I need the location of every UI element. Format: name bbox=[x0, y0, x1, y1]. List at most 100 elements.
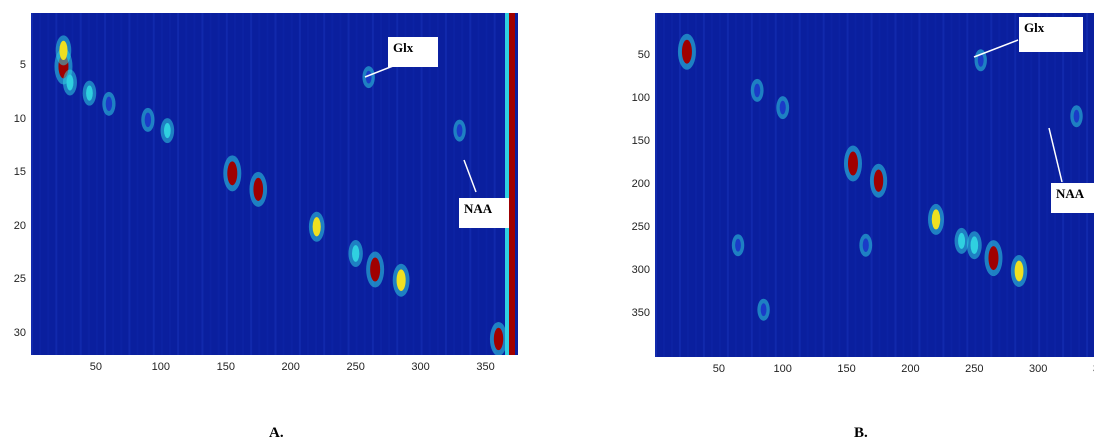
heatmap-a-texture-stripe bbox=[339, 13, 342, 355]
axis-a-x-tick-label: 350 bbox=[476, 361, 495, 373]
panel-a: 50 100 150 200 250 300 350 5 10 15 20 25 30 Glx NAA … bbox=[0, 0, 540, 447]
heatmap-b-texture-stripe bbox=[710, 13, 713, 357]
glx-label-a: Glx bbox=[388, 37, 438, 67]
axis-b-x-tick-label: 250 bbox=[965, 363, 984, 375]
heatmap-a-hotspot bbox=[59, 40, 68, 61]
axis-b-y-tick-label: 100 bbox=[631, 92, 650, 104]
heatmap-a-texture-stripe bbox=[404, 13, 407, 355]
heatmap-a-hotspot bbox=[365, 70, 372, 84]
heatmap-a-hotspot bbox=[105, 96, 113, 112]
heatmap-b-texture-stripe bbox=[694, 13, 697, 357]
axis-a-y-tick-label: 25 bbox=[13, 273, 26, 286]
heatmap-a-edge-glow bbox=[505, 13, 509, 355]
heatmap-a-hotspot bbox=[144, 112, 152, 128]
heatmap-b-texture-stripe bbox=[838, 13, 841, 357]
heatmap-a-texture-stripe bbox=[128, 13, 131, 355]
heatmap-a-texture-stripe bbox=[31, 13, 33, 355]
heatmap-b-texture-stripe bbox=[1046, 13, 1049, 357]
heatmap-b-hotspot bbox=[862, 238, 869, 252]
heatmap-b-hotspot bbox=[735, 238, 741, 252]
heatmap-b-hotspot bbox=[958, 232, 966, 249]
heatmap-a-hotspot bbox=[396, 269, 406, 291]
heatmap-a-texture-stripe bbox=[47, 13, 50, 355]
heatmap-b-texture-stripe bbox=[966, 13, 969, 357]
heatmap-b-texture-stripe bbox=[742, 13, 745, 357]
axis-b-x-tick-label: 200 bbox=[901, 363, 920, 375]
heatmap-a-texture-stripe bbox=[501, 13, 504, 355]
heatmap-b-texture-stripe bbox=[990, 13, 993, 357]
axis-b-y-tick-label: 250 bbox=[631, 221, 650, 233]
heatmap-b-hotspot bbox=[988, 246, 999, 271]
heatmap-b-texture-stripe bbox=[926, 13, 929, 357]
heatmap-b-texture-stripe bbox=[1038, 13, 1041, 357]
heatmap-a-hotspot bbox=[86, 85, 93, 101]
axis-b-x-tick-label: 150 bbox=[837, 363, 856, 375]
heatmap-b-texture-stripe bbox=[950, 13, 953, 357]
heatmap-a-canvas bbox=[31, 13, 515, 355]
heatmap-a-hotspot bbox=[456, 124, 463, 137]
heatmap-a-texture-stripe bbox=[290, 13, 293, 355]
heatmap-a-texture-stripe bbox=[469, 13, 472, 355]
heatmap-a-texture-stripe bbox=[95, 13, 98, 355]
heatmap-b-texture-stripe bbox=[902, 13, 905, 357]
axis-a-x-tick-label: 50 bbox=[89, 361, 103, 373]
heatmap-a-texture-stripe bbox=[79, 13, 82, 355]
heatmap-a-texture-stripe bbox=[428, 13, 431, 355]
heatmap-a-texture-stripe bbox=[331, 13, 334, 355]
heatmap-b-texture-stripe bbox=[734, 13, 737, 357]
heatmap-b-hotspot bbox=[847, 151, 858, 176]
heatmap-b-texture-stripe bbox=[670, 13, 673, 357]
heatmap-a-texture-stripe bbox=[152, 13, 155, 355]
heatmap-b-texture-stripe bbox=[934, 13, 937, 357]
heatmap-b-texture-stripe bbox=[678, 13, 681, 357]
panel-label-a: A. bbox=[269, 425, 284, 441]
heatmap-a-texture-stripe bbox=[477, 13, 480, 355]
heatmap-b-texture-stripe bbox=[774, 13, 777, 357]
heatmap-a-texture-stripe bbox=[380, 13, 383, 355]
heatmap-a-texture-stripe bbox=[71, 13, 74, 355]
heatmap-b-texture-stripe bbox=[806, 13, 809, 357]
axis-a-x-tick-label: 300 bbox=[411, 361, 430, 373]
heatmap-b-texture-stripe bbox=[702, 13, 705, 357]
axis-b-y-tick-label: 300 bbox=[631, 264, 650, 276]
heatmap-b-texture-stripe bbox=[862, 13, 865, 357]
heatmap-a-texture-stripe bbox=[39, 13, 42, 355]
heatmap-b-hotspot bbox=[977, 53, 984, 67]
naa-label-a: NAA bbox=[459, 198, 509, 228]
heatmap-a-texture-stripe bbox=[112, 13, 115, 355]
heatmap-a-texture-stripe bbox=[388, 13, 391, 355]
heatmap-a-texture-stripe bbox=[298, 13, 301, 355]
heatmap-a-texture-stripe bbox=[282, 13, 285, 355]
heatmap-b-texture-stripe bbox=[846, 13, 849, 357]
heatmap-b-texture-stripe bbox=[822, 13, 825, 357]
heatmap-a-texture-stripe bbox=[323, 13, 326, 355]
heatmap-b-texture-stripe bbox=[790, 13, 793, 357]
heatmap-a-texture-stripe bbox=[396, 13, 399, 355]
axis-a-x-tick-label: 150 bbox=[216, 361, 235, 373]
heatmap-a-texture-stripe bbox=[315, 13, 318, 355]
heatmap-a-texture-stripe bbox=[168, 13, 171, 355]
heatmap-a-texture-stripe bbox=[209, 13, 212, 355]
heatmap-b-texture-stripe bbox=[1022, 13, 1025, 357]
heatmap-a-texture-stripe bbox=[185, 13, 188, 355]
axis-b-y-tick-label: 350 bbox=[631, 307, 650, 319]
axis-a-x-tick-label: 250 bbox=[346, 361, 365, 373]
naa-label-b: NAA bbox=[1051, 183, 1094, 213]
heatmap-b-texture-stripe bbox=[750, 13, 753, 357]
heatmap-a-texture-stripe bbox=[436, 13, 439, 355]
heatmap-b-texture-stripe bbox=[758, 13, 761, 357]
heatmap-b-texture-stripe bbox=[1030, 13, 1033, 357]
heatmap-b-texture-stripe bbox=[830, 13, 833, 357]
heatmap-a-texture-stripe bbox=[355, 13, 358, 355]
heatmap-a-hotspot bbox=[253, 177, 264, 201]
heatmap-a-hotspot bbox=[66, 74, 74, 91]
axis-b-y-tick-label: 50 bbox=[637, 49, 650, 61]
axis-a-y-tick-label: 20 bbox=[13, 219, 26, 232]
heatmap-b-texture-stripe bbox=[894, 13, 897, 357]
heatmap-a-texture-stripe bbox=[420, 13, 423, 355]
heatmap-a-texture-stripe bbox=[371, 13, 374, 355]
heatmap-a-texture-stripe bbox=[412, 13, 415, 355]
heatmap-a-texture-stripe bbox=[274, 13, 277, 355]
heatmap-a-texture-stripe bbox=[136, 13, 139, 355]
heatmap-a-texture-stripe bbox=[177, 13, 180, 355]
